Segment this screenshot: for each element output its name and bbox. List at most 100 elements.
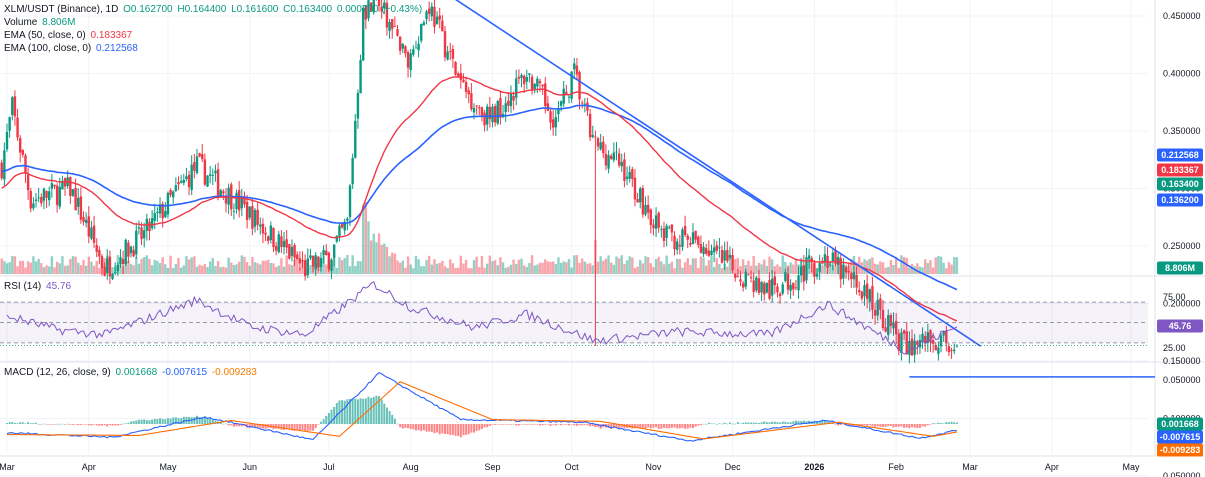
volume-bar [427, 255, 431, 274]
candle-body [894, 320, 898, 335]
ema50-badge [1157, 163, 1203, 177]
volume-bar [926, 263, 930, 274]
candle-body [150, 218, 154, 229]
volume-bar [340, 260, 344, 274]
macd-histogram-bar [372, 396, 375, 424]
volume-bar [87, 256, 90, 274]
volume-bar [720, 268, 724, 274]
candle-body [860, 291, 864, 299]
macd-histogram-bar [64, 424, 67, 425]
candle-body [137, 227, 141, 229]
ema100-line[interactable] [1, 104, 958, 291]
macd-line[interactable] [6, 372, 957, 442]
candle-body [158, 204, 162, 214]
ema50-line[interactable] [1, 76, 958, 322]
change-value: 0.000700 (+0.43%) [336, 4, 423, 15]
macd-histogram-bar [549, 424, 552, 426]
macd-histogram-bar [459, 424, 462, 438]
candle-body [681, 229, 684, 248]
macd-histogram-bar [649, 424, 652, 429]
volume-bar [897, 268, 901, 274]
candle-body [649, 209, 652, 226]
volume-bar [567, 258, 571, 274]
macd-histogram-bar [486, 424, 489, 428]
candle-body [359, 59, 362, 94]
candle-body [879, 298, 882, 310]
candle-body [111, 273, 114, 279]
volume-legend[interactable]: Volume 8.806M [4, 16, 78, 29]
candle-body [306, 258, 309, 276]
macd-histogram-bar [929, 424, 932, 425]
macd-histogram-bar [180, 418, 183, 424]
candle-body [620, 161, 623, 167]
macd-legend[interactable]: MACD (12, 26, close, 9) 0.001668 -0.0076… [4, 366, 259, 379]
volume-bar [285, 255, 288, 274]
candle-body [404, 46, 407, 54]
macd-histogram-bar [153, 418, 156, 424]
candle-body [11, 97, 14, 115]
candle-body [929, 330, 932, 343]
volume-bar [515, 263, 518, 274]
volume-bar [612, 264, 616, 274]
last-price-badge-text: 0.163400 [1161, 179, 1199, 189]
macd-histogram-bar [863, 424, 866, 426]
volume-bar [409, 264, 412, 274]
volume-bar [852, 255, 856, 274]
volume-bar [610, 262, 613, 274]
volume-bar [789, 262, 792, 274]
y-tick-label: 0.200000 [1163, 299, 1201, 309]
candle-body [332, 244, 336, 258]
candle-body [121, 259, 125, 265]
candle-body [538, 81, 542, 84]
ema100-legend[interactable]: EMA (100, close, 0) 0.212568 [4, 42, 140, 55]
rsi-line[interactable] [6, 280, 958, 355]
macd-histogram-bar [491, 424, 494, 425]
candle-body [21, 149, 25, 155]
candle-body [322, 249, 325, 255]
candle-body [715, 245, 718, 251]
rsi-legend[interactable]: RSI (14) 45.76 [4, 280, 73, 293]
candle-body [747, 274, 750, 276]
macd-histogram-bar [145, 420, 148, 424]
macd-histogram-bar [380, 399, 383, 424]
macd-histogram-bar [784, 421, 787, 424]
macd-histogram-bar [768, 422, 771, 424]
symbol-label[interactable]: XLM/USDT (Binance), 1D [4, 4, 119, 15]
volume-bar [538, 262, 542, 274]
volume-bar [177, 257, 180, 274]
volume-bar [277, 265, 280, 274]
macd-histogram-bar [314, 424, 317, 428]
macd-histogram-bar [317, 424, 320, 425]
macd-histogram-bar [591, 424, 594, 427]
ema50-legend[interactable]: EMA (50, close, 0) 0.183367 [4, 29, 134, 42]
candle-body [285, 239, 288, 248]
macd-histogram-bar [876, 424, 879, 427]
macd-histogram-bar [618, 424, 621, 429]
macd-histogram-bar [892, 424, 895, 428]
candle-body [472, 107, 476, 113]
macd-histogram-bar [264, 424, 267, 429]
macd-histogram-bar [786, 422, 789, 424]
macd-histogram-bar [449, 424, 452, 436]
downtrend-line[interactable] [442, 0, 982, 347]
candle-body [259, 224, 262, 227]
candle-body [296, 254, 299, 260]
candle-body [617, 153, 621, 166]
volume-bar [8, 262, 11, 274]
candle-body [467, 90, 470, 95]
macd-histogram-bar [130, 421, 133, 424]
macd-histogram-bar [742, 422, 745, 424]
candle-body [90, 227, 93, 239]
volume-bar [153, 259, 156, 274]
volume-bar [119, 262, 122, 274]
volume-bar [346, 255, 349, 274]
macd-histogram-bar [16, 423, 19, 424]
volume-bar [478, 267, 481, 274]
candle-body [451, 49, 455, 59]
macd-histogram-bar [520, 424, 523, 425]
candle-body [449, 51, 452, 52]
volume-bar [140, 258, 143, 274]
volume-bar [446, 267, 449, 274]
macd-signal-line[interactable] [7, 381, 958, 440]
